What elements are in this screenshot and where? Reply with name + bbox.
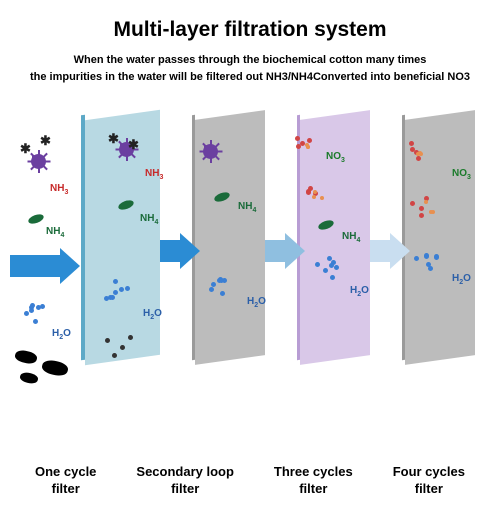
water-molecule-icon xyxy=(113,279,118,284)
no3-molecule-icon xyxy=(305,143,309,147)
water-molecule-icon xyxy=(30,303,35,308)
stage-labels-row: One cyclefilter Secondary loopfilter Thr… xyxy=(0,464,500,498)
virus-icon xyxy=(32,155,45,168)
molecule-label-nh4: NH4 xyxy=(342,231,360,244)
impurity-blob-icon xyxy=(41,358,70,378)
subtitle: When the water passes through the bioche… xyxy=(0,52,500,85)
molecule-label-nh4: NH4 xyxy=(140,213,158,226)
page-title: Multi-layer filtration system xyxy=(0,18,500,42)
molecule-label-nh4: NH4 xyxy=(46,226,64,239)
water-molecule-icon xyxy=(211,282,216,287)
impurity-dot-icon xyxy=(128,335,133,340)
water-molecule-icon xyxy=(414,256,419,261)
filter-panel-four xyxy=(405,110,475,365)
flow-arrow-3 xyxy=(265,233,305,269)
impurity-dot-icon xyxy=(112,353,117,358)
impurity-dot-icon xyxy=(120,345,125,350)
water-molecule-icon xyxy=(29,308,34,313)
stage-label-4: Four cyclesfilter xyxy=(393,464,465,498)
filtration-diagram: NH3 NH3 NH4 NH4 NH4 NH4 H2O H2O H2O H2O H2O NO3 NO3 ✱… xyxy=(0,93,500,423)
no3-molecule-icon xyxy=(416,156,421,161)
no3-molecule-icon xyxy=(308,186,313,191)
molecule-label-nh4: NH4 xyxy=(238,201,256,214)
germ-icon: ✱ xyxy=(108,131,119,147)
water-molecule-icon xyxy=(424,253,429,258)
bacteria-icon xyxy=(27,213,45,226)
impurity-blob-icon xyxy=(14,348,38,365)
water-molecule-icon xyxy=(33,319,38,324)
flow-arrow-4 xyxy=(370,233,410,269)
molecule-label-no3: NO3 xyxy=(452,168,471,181)
molecule-label-h2o: H2O xyxy=(247,296,266,309)
molecule-label-h2o: H2O xyxy=(350,285,369,298)
subtitle-line1: When the water passes through the bioche… xyxy=(20,52,480,69)
subtitle-line2: the impurities in the water will be filt… xyxy=(20,69,480,86)
water-molecule-icon xyxy=(113,290,118,295)
flow-arrow-1 xyxy=(10,248,80,284)
water-molecule-icon xyxy=(40,304,45,309)
impurity-dot-icon xyxy=(105,338,110,343)
germ-icon: ✱ xyxy=(40,133,51,149)
water-molecule-icon xyxy=(428,266,433,271)
flow-arrow-2 xyxy=(160,233,200,269)
molecule-label-no3: NO3 xyxy=(326,151,345,164)
germ-icon: ✱ xyxy=(128,137,139,153)
molecule-label-h2o: H2O xyxy=(452,273,471,286)
water-molecule-icon xyxy=(323,268,328,273)
impurity-blob-icon xyxy=(19,371,39,385)
molecule-label-nh3: NH3 xyxy=(50,183,68,196)
molecule-label-h2o: H2O xyxy=(52,328,71,341)
molecule-label-nh3: NH3 xyxy=(145,168,163,181)
no3-molecule-icon xyxy=(409,141,414,146)
germ-icon: ✱ xyxy=(20,141,31,157)
water-molecule-icon xyxy=(334,265,339,270)
stage-label-1: One cyclefilter xyxy=(35,464,96,498)
water-molecule-icon xyxy=(209,287,214,292)
stage-label-2: Secondary loopfilter xyxy=(136,464,234,498)
virus-icon xyxy=(204,145,217,158)
no3-molecule-icon xyxy=(419,213,424,218)
water-molecule-icon xyxy=(330,275,335,280)
no3-molecule-icon xyxy=(424,200,428,204)
molecule-label-h2o: H2O xyxy=(143,308,162,321)
stage-label-3: Three cyclesfilter xyxy=(274,464,353,498)
